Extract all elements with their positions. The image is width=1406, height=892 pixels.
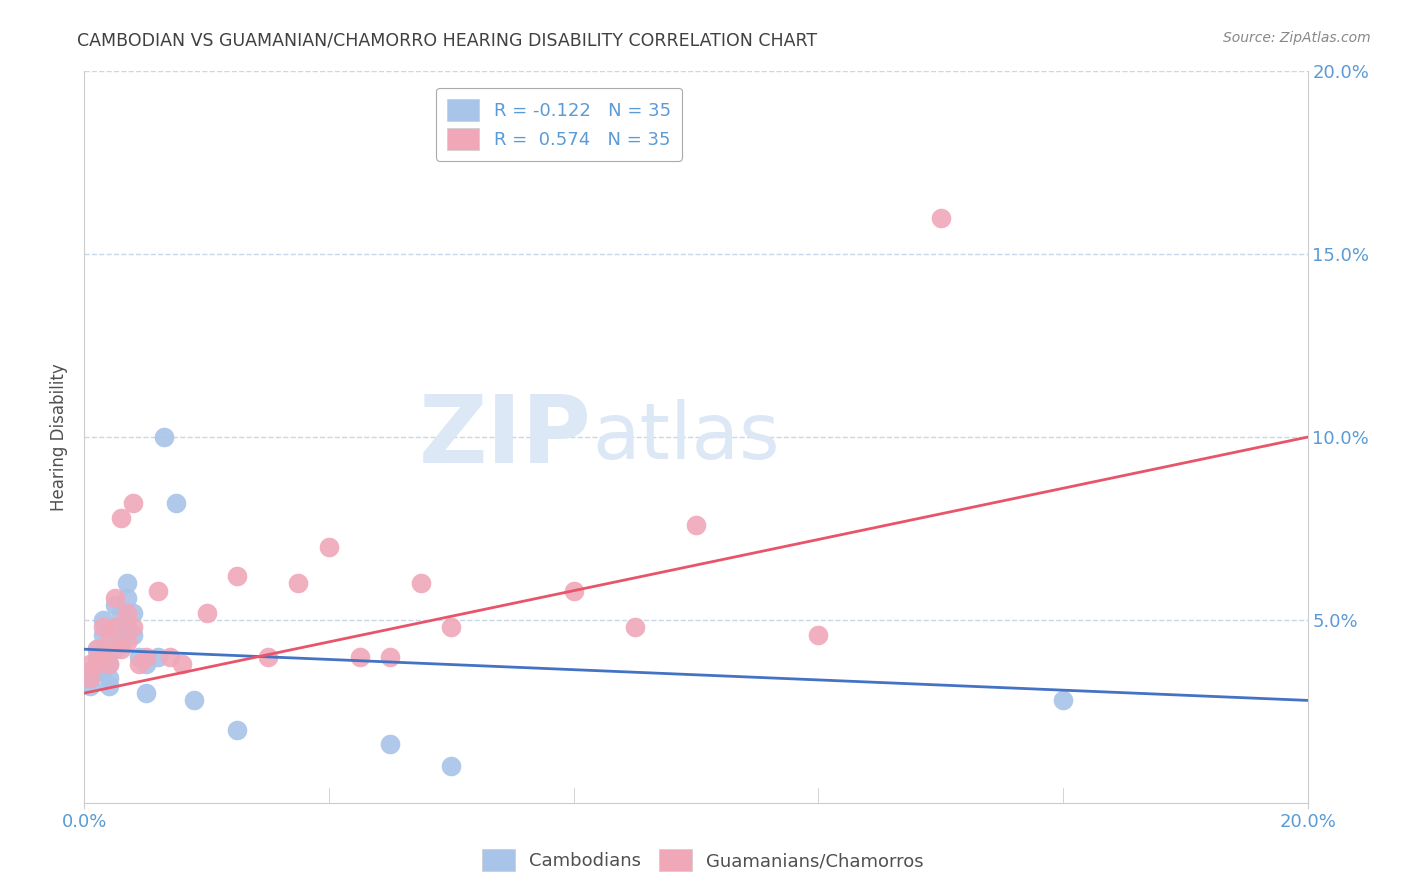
Point bbox=[128, 649, 150, 664]
Point bbox=[135, 657, 157, 671]
Point bbox=[97, 657, 120, 671]
Point bbox=[624, 620, 647, 634]
Point bbox=[86, 642, 108, 657]
Point bbox=[135, 649, 157, 664]
Point bbox=[86, 649, 108, 664]
Point bbox=[685, 517, 707, 532]
Point bbox=[115, 635, 138, 649]
Text: atlas: atlas bbox=[592, 399, 779, 475]
Point bbox=[79, 664, 101, 678]
Point bbox=[380, 649, 402, 664]
Point bbox=[110, 606, 132, 620]
Y-axis label: Hearing Disability: Hearing Disability bbox=[51, 363, 69, 511]
Point bbox=[165, 496, 187, 510]
Point bbox=[153, 430, 176, 444]
Point bbox=[79, 657, 101, 671]
Point bbox=[257, 649, 280, 664]
Point bbox=[79, 679, 101, 693]
Point bbox=[91, 649, 114, 664]
Point bbox=[349, 649, 371, 664]
Point bbox=[172, 657, 194, 671]
Text: Source: ZipAtlas.com: Source: ZipAtlas.com bbox=[1223, 31, 1371, 45]
Point bbox=[440, 759, 463, 773]
Point bbox=[91, 620, 114, 634]
Point bbox=[115, 576, 138, 591]
Point bbox=[159, 649, 181, 664]
Point bbox=[79, 672, 101, 686]
Point bbox=[110, 510, 132, 524]
Point bbox=[97, 679, 120, 693]
Point bbox=[104, 620, 127, 634]
Point bbox=[91, 649, 114, 664]
Point bbox=[86, 664, 108, 678]
Point bbox=[122, 496, 145, 510]
Legend: Cambodians, Guamanians/Chamorros: Cambodians, Guamanians/Chamorros bbox=[475, 842, 931, 879]
Point bbox=[146, 583, 169, 598]
Point bbox=[86, 657, 108, 671]
Point bbox=[128, 657, 150, 671]
Point bbox=[97, 672, 120, 686]
Point bbox=[86, 642, 108, 657]
Point bbox=[226, 569, 249, 583]
Point bbox=[409, 576, 432, 591]
Point bbox=[195, 606, 218, 620]
Text: CAMBODIAN VS GUAMANIAN/CHAMORRO HEARING DISABILITY CORRELATION CHART: CAMBODIAN VS GUAMANIAN/CHAMORRO HEARING … bbox=[77, 31, 817, 49]
Point bbox=[287, 576, 309, 591]
Point bbox=[91, 627, 114, 641]
Point bbox=[226, 723, 249, 737]
Point bbox=[104, 642, 127, 657]
Point bbox=[79, 672, 101, 686]
Point bbox=[97, 635, 120, 649]
Point bbox=[91, 664, 114, 678]
Point bbox=[183, 693, 205, 707]
Point bbox=[115, 606, 138, 620]
Point bbox=[91, 613, 114, 627]
Point bbox=[110, 635, 132, 649]
Point bbox=[86, 657, 108, 671]
Point bbox=[115, 620, 138, 634]
Point bbox=[1052, 693, 1074, 707]
Point bbox=[929, 211, 952, 225]
Point bbox=[122, 606, 145, 620]
Point bbox=[122, 620, 145, 634]
Point bbox=[104, 599, 127, 613]
Point bbox=[110, 642, 132, 657]
Point bbox=[135, 686, 157, 700]
Point bbox=[104, 591, 127, 605]
Point bbox=[318, 540, 340, 554]
Point bbox=[562, 583, 585, 598]
Point bbox=[104, 620, 127, 634]
Point bbox=[807, 627, 830, 641]
Point bbox=[440, 620, 463, 634]
Point bbox=[122, 627, 145, 641]
Point bbox=[146, 649, 169, 664]
Point bbox=[115, 591, 138, 605]
Text: ZIP: ZIP bbox=[419, 391, 592, 483]
Legend: R = -0.122   N = 35, R =  0.574   N = 35: R = -0.122 N = 35, R = 0.574 N = 35 bbox=[436, 87, 682, 161]
Point bbox=[97, 657, 120, 671]
Point bbox=[380, 737, 402, 751]
